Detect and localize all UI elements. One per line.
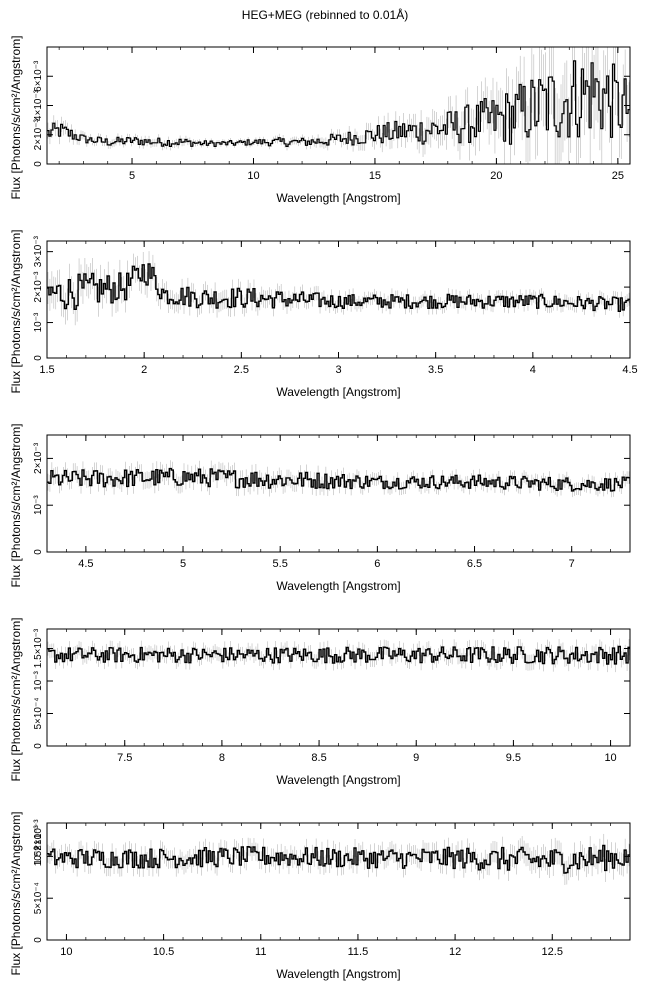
panel-4: 7.5 8 8.5 9 9.5 10 0 5×10⁻⁴ 10⁻³ 1.5×10⁻³ Waveleng… bbox=[9, 617, 631, 787]
x-tick-label: 11.5 bbox=[348, 946, 369, 958]
y-tick-label: 1.5×10⁻³ bbox=[33, 825, 44, 865]
x-tick-label: 25 bbox=[612, 170, 624, 182]
x-tick-label: 7.5 bbox=[117, 752, 132, 764]
x-tick-label: 2 bbox=[141, 364, 147, 376]
x-tick-label: 9.5 bbox=[506, 752, 521, 764]
x-tick-label: 8 bbox=[219, 752, 225, 764]
y-axis-label: Flux [Photons/s/cm²/Angstrom] bbox=[9, 617, 23, 781]
spectrum-series bbox=[47, 844, 630, 874]
y-tick-label: 0 bbox=[33, 549, 44, 555]
spectrum-series bbox=[47, 467, 630, 492]
error-bars bbox=[47, 251, 630, 326]
y-tick-label: 0 bbox=[33, 355, 44, 361]
y-tick-label: 2×10⁻³ bbox=[33, 819, 44, 851]
y-axis-label: Flux [Photons/s/cm²/Angstrom] bbox=[9, 811, 23, 975]
spectrum-line bbox=[47, 844, 630, 874]
y-tick-label: 10⁻³ bbox=[33, 846, 44, 866]
x-axis-label: Wavelength [Angstrom] bbox=[276, 385, 400, 399]
x-tick-label: 1.5 bbox=[39, 364, 54, 376]
panel-3: 4.5 5 5.5 6 6.5 7 0 10⁻³ 2×10⁻³ Wavelength [Angst… bbox=[9, 423, 631, 593]
x-tick-label: 10.5 bbox=[153, 946, 174, 958]
y-tick-label: 1.5×10⁻³ bbox=[33, 628, 44, 668]
spectrum-line bbox=[47, 263, 630, 312]
plot-frame bbox=[46, 628, 631, 747]
x-tick-label: 4.5 bbox=[78, 558, 93, 570]
panel-5: 10 10.5 11 11.5 12 12.5 0 5×10⁻⁴ 10⁻³1.5×10⁻³2×1… bbox=[9, 811, 631, 981]
y-tick-label: 3×10⁻³ bbox=[33, 235, 44, 267]
spectrum-line bbox=[47, 645, 630, 665]
y-axis-label: Flux [Photons/s/cm²/Angstrom] bbox=[9, 423, 23, 587]
y-tick-label: 5×10⁻⁴ bbox=[33, 882, 44, 914]
plot-frame bbox=[46, 434, 631, 553]
plot-frame bbox=[46, 822, 631, 941]
y-tick-label: 0 bbox=[33, 937, 44, 943]
x-axis-label: Wavelength [Angstrom] bbox=[276, 967, 400, 981]
x-tick-label: 8.5 bbox=[311, 752, 326, 764]
chart-title: HEG+MEG (rebinned to 0.01Å) bbox=[241, 8, 409, 22]
x-tick-label: 3.5 bbox=[428, 364, 443, 376]
x-tick-label: 10 bbox=[60, 946, 72, 958]
x-axis-label: Wavelength [Angstrom] bbox=[276, 579, 400, 593]
panel-1: 5 10 15 20 25 0 2×10⁻³4×10⁻³6×10⁻³ Wavelength [… bbox=[9, 35, 631, 205]
x-tick-label: 4.5 bbox=[622, 364, 637, 376]
y-tick-label: 2×10⁻³ bbox=[33, 119, 44, 151]
x-tick-label: 3 bbox=[335, 364, 341, 376]
plot-frame bbox=[46, 46, 631, 165]
error-bars bbox=[47, 638, 630, 673]
x-tick-label: 5 bbox=[180, 558, 186, 570]
x-tick-label: 5.5 bbox=[273, 558, 288, 570]
error-bars bbox=[47, 47, 630, 164]
x-tick-label: 12.5 bbox=[542, 946, 563, 958]
x-axis-label: Wavelength [Angstrom] bbox=[276, 773, 400, 787]
y-axis-label: Flux [Photons/s/cm²/Angstrom] bbox=[9, 35, 23, 199]
y-tick-label: 6×10⁻³ bbox=[33, 60, 44, 92]
x-tick-label: 20 bbox=[490, 170, 502, 182]
spectrum-series bbox=[47, 645, 630, 665]
x-tick-label: 2.5 bbox=[234, 364, 249, 376]
x-tick-label: 10 bbox=[604, 752, 616, 764]
panel-2: 1.5 2 2.5 3 3.5 4 4.5 0 10⁻³ 2×10⁻³ 3×10⁻³ Waveleng… bbox=[9, 229, 638, 399]
x-tick-label: 7 bbox=[569, 558, 575, 570]
x-tick-label: 5 bbox=[129, 170, 135, 182]
x-tick-label: 15 bbox=[369, 170, 381, 182]
spectrum-line bbox=[47, 60, 630, 147]
x-tick-label: 6.5 bbox=[467, 558, 482, 570]
y-tick-label: 0 bbox=[33, 161, 44, 167]
x-axis-label: Wavelength [Angstrom] bbox=[276, 191, 400, 205]
x-tick-label: 11 bbox=[255, 946, 266, 958]
x-tick-label: 6 bbox=[374, 558, 380, 570]
spectrum-series bbox=[47, 263, 630, 312]
y-tick-label: 10⁻³ bbox=[33, 495, 44, 515]
y-tick-label: 10⁻³ bbox=[33, 670, 44, 690]
x-tick-label: 10 bbox=[247, 170, 259, 182]
y-tick-label: 2×10⁻³ bbox=[33, 442, 44, 474]
x-tick-label: 12 bbox=[449, 946, 461, 958]
y-tick-label: 2×10⁻³ bbox=[33, 271, 44, 303]
y-tick-label: 4×10⁻³ bbox=[33, 89, 44, 121]
y-tick-label: 0 bbox=[33, 743, 44, 749]
y-axis-label: Flux [Photons/s/cm²/Angstrom] bbox=[9, 229, 23, 393]
spectrum-line bbox=[47, 467, 630, 492]
x-tick-label: 4 bbox=[530, 364, 536, 376]
y-tick-label: 5×10⁻⁴ bbox=[33, 697, 44, 729]
error-bars bbox=[47, 833, 630, 886]
x-tick-label: 9 bbox=[413, 752, 419, 764]
y-tick-label: 10⁻³ bbox=[33, 312, 44, 332]
spectrum-series bbox=[47, 60, 630, 147]
